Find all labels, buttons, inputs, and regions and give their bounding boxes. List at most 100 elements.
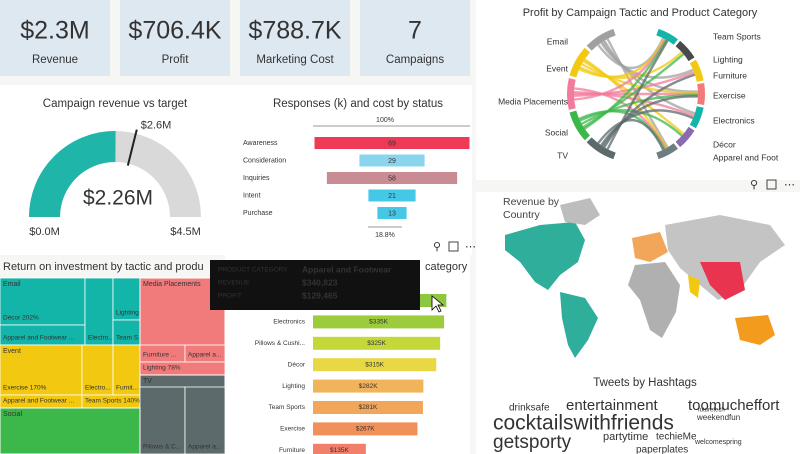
bar [313,336,441,350]
wordcloud-word: entertainment [566,397,659,414]
funnel-category: Awareness [243,140,278,147]
kpi-card [240,0,350,76]
more-icon[interactable]: ⋯ [784,179,795,191]
chart-title: Return on investment by tactic and produ [3,261,204,273]
bar-category: Furniture [279,447,305,454]
kpi-value: $706.4K [128,17,221,45]
chord-ribbon [601,41,698,93]
treemap-cell-label: Lighting 78% [143,365,181,372]
chord-target-arc [697,83,705,105]
chord-ribbon [606,40,669,150]
kpi-value: 7 [408,17,422,45]
funnel-bottom-label: 18.8% [375,232,395,239]
chart-title: Profit by Campaign Tactic and Product Ca… [523,7,758,19]
treemap-group-label: Media Placements [143,281,201,288]
chord-target-arc [656,143,678,160]
kpi-label: Revenue [32,54,78,66]
wordcloud-word: welcomespring [694,439,742,446]
kpi-value: $788.7K [248,17,341,45]
chart-title: Campaign revenue vs target [43,98,188,110]
australia [735,315,775,345]
more-icon[interactable]: ⋯ [465,241,476,253]
bar [313,315,445,329]
treemap-cell [184,386,226,454]
wordcloud-word: paperplates [636,445,688,454]
chord-ribbon [597,118,665,151]
expand-icon[interactable] [448,241,459,252]
bar [313,422,418,436]
kpi-value: $2.3M [20,17,89,45]
map-title: Revenue by Country [503,196,560,221]
treemap-cell-label: Apparel a... [188,352,221,359]
treemap-group-label: Social [3,411,23,418]
south-america [560,292,598,358]
europe [632,232,668,262]
treemap-cell [81,344,114,396]
north-america [505,222,585,290]
funnel-value: 69 [388,140,396,147]
funnel-bar [377,207,407,219]
chord-target-label: Décor [713,139,736,149]
chord-source-arc [569,110,590,141]
pin-icon[interactable]: ⚲ [750,179,758,191]
gauge-target-label: $2.6M [141,120,172,132]
bar [313,401,423,414]
pin-icon[interactable]: ⚲ [433,241,441,253]
wordcloud-word: weekendfun [696,413,740,422]
funnel-category: Intent [243,192,261,199]
tooltip-label: PROFIT [218,293,242,300]
chart-title: Responses (k) and cost by status [273,98,443,110]
tooltip-label: PRODUCT CATEGORY [218,267,288,274]
chord-ribbon [581,94,699,125]
tooltip-value: $340,823 [302,277,338,287]
wordcloud-word: partytime [603,431,648,443]
visual-icons: ⚲ ⋯ ⚲ ⋯ [433,179,795,253]
chord-source-label: TV [557,150,568,160]
treemap-cell [0,344,83,396]
treemap-cell-label: Electro... [85,385,111,392]
funnel-value: 29 [388,158,396,165]
chord-ribbon [582,53,685,129]
wordcloud-word: techieMe [656,432,697,443]
expand-icon[interactable] [766,179,777,190]
funnel-category: Purchase [243,210,273,217]
chord-target-label: Electronics [713,115,755,125]
wordcloud-word: toomucheffort [688,397,780,414]
chord-source-label: Email [547,36,568,46]
gauge-target [126,129,138,166]
chord-target-arc [689,106,704,129]
tooltip-value: Apparel and Footwear [302,264,392,274]
bar-value-label: $281K [359,404,378,411]
chord-ribbon [581,63,699,94]
kpi-card [120,0,230,76]
chord-source-arc [569,47,590,78]
chord-target-arc [675,126,695,148]
bar [313,443,366,454]
chord-source-arc [586,137,616,160]
treemap-cell-label: Electro... [88,335,114,342]
tooltip: PRODUCT CATEGORY Apparel and Footwear REVE… [210,260,420,310]
bar-category: Team Sports [269,404,306,411]
chord-source-label: Media Placements [498,96,568,106]
wordcloud-word: drinksafe [509,403,550,414]
gauge-tick-label: $0.0M [29,226,60,238]
world-map [505,198,785,358]
funnel-top-label: 100% [376,117,394,124]
cursor [431,295,445,313]
treemap-cell-label: Furniture ... [143,352,176,359]
funnel-bar [314,137,470,149]
chord-source-arc [586,28,616,51]
kpi-label: Campaigns [386,54,444,66]
wordcloud-word: getsporty [493,432,572,453]
gauge-tick-label: $4.5M [170,226,201,238]
greenland [560,198,600,225]
treemap-cell [112,277,141,321]
bar-category: Exercise [280,426,305,433]
bar-category: Pillows & Cushi... [255,340,305,347]
funnel-value: 13 [388,210,396,217]
chord-source-arc [567,78,576,110]
funnel-value: 58 [388,175,396,182]
chord-target-label: Apparel and Foot [713,152,779,162]
funnel-category: Inquiries [243,175,270,182]
